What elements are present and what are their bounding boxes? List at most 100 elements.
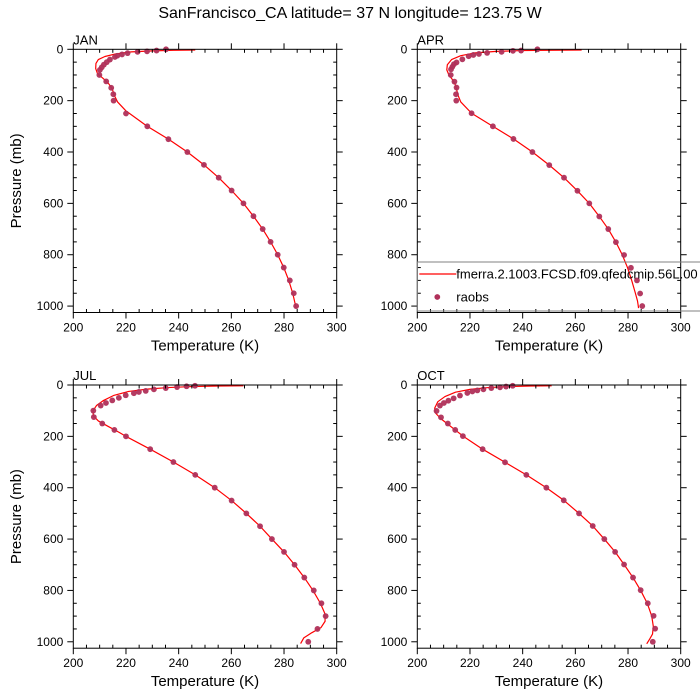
raobs-point (322, 613, 329, 620)
raobs-point (111, 427, 118, 433)
y-tick-label: 1000 (381, 299, 408, 313)
raobs-point (474, 387, 481, 394)
raobs-point (502, 459, 508, 466)
raobs-point (447, 72, 454, 78)
raobs-point (165, 136, 172, 143)
raobs-point (444, 420, 451, 427)
raobs-point (269, 536, 275, 542)
raobs-point (314, 626, 321, 632)
panels-container: JAN 200 220 240 260 280 300 0 200 400 600 800 1000 Te… (8, 32, 700, 690)
raobs-point (459, 433, 466, 439)
raobs-point (286, 277, 293, 284)
raobs-point (123, 433, 129, 440)
x-axis-label: Temperature (K) (151, 673, 259, 690)
raobs-point (110, 97, 117, 104)
raobs-point (103, 400, 109, 406)
legend: fmerra.2.1003.FCSD.f09.qfedcmip.56L.00 ra… (416, 261, 700, 312)
raobs-point (90, 414, 97, 420)
raobs-point (453, 84, 460, 91)
raobs-point (438, 414, 444, 421)
raobs-point (201, 161, 207, 168)
raobs-point (96, 72, 103, 78)
y-tick-label: 1000 (37, 635, 64, 649)
x-tick-label: 280 (274, 656, 294, 670)
raobs-point (476, 51, 482, 57)
x-tick-label: 280 (274, 321, 294, 335)
x-tick-label: 200 (407, 656, 427, 670)
raobs-point (546, 162, 553, 169)
y-axis-label: Pressure (mb) (8, 469, 25, 564)
raobs-point (97, 66, 103, 73)
raobs-point (523, 471, 530, 478)
raobs-point (639, 303, 646, 309)
raobs-point (649, 638, 656, 645)
legend-marker-swatch (434, 294, 441, 300)
raobs-point (240, 200, 247, 207)
x-tick-label: 260 (221, 656, 241, 670)
raobs-point (293, 303, 300, 309)
raobs-point (109, 397, 116, 404)
y-tick-label: 1000 (37, 299, 64, 313)
raobs-point (153, 47, 160, 54)
raobs-point (459, 56, 466, 63)
raobs-point (451, 78, 458, 85)
raobs-point (510, 136, 517, 142)
raobs-point (621, 252, 627, 258)
x-tick-label: 300 (671, 321, 691, 335)
x-tick-label: 260 (565, 656, 585, 670)
raobs-point (612, 549, 619, 555)
raobs-point (484, 49, 491, 56)
y-tick-label: 600 (387, 532, 407, 546)
raobs-point (119, 51, 125, 58)
raobs-point (560, 497, 567, 504)
raobs-point (124, 50, 131, 57)
raobs-point (215, 174, 222, 181)
y-tick-label: 600 (43, 532, 63, 546)
y-tick-label: 0 (401, 378, 408, 392)
raobs-point (450, 395, 457, 402)
y-tick-label: 600 (387, 196, 407, 210)
y-tick-label: 800 (43, 583, 63, 597)
y-tick-label: 400 (43, 481, 63, 495)
raobs-point (267, 238, 274, 245)
raobs-point (257, 523, 263, 530)
x-tick-label: 240 (169, 656, 189, 670)
raobs-point (122, 392, 129, 399)
raobs-point (621, 561, 627, 568)
y-tick-label: 800 (43, 248, 63, 262)
raobs-point (637, 290, 644, 297)
y-tick-label: 400 (387, 145, 407, 159)
raobs-point (453, 91, 459, 98)
legend-frame (416, 261, 700, 312)
x-tick-label: 220 (116, 656, 136, 670)
raobs-point (650, 612, 657, 619)
panel-oct: OCT 200 220 240 260 280 300 0 200 400 600 800 1000 Te… (381, 368, 691, 690)
raobs-point (605, 226, 612, 232)
raobs-point (453, 97, 460, 104)
raobs-point (589, 523, 596, 529)
raobs-point (110, 91, 117, 98)
raobs-point (480, 386, 487, 393)
y-tick-label: 400 (43, 145, 63, 159)
raobs-point (644, 600, 651, 607)
raobs-point (259, 226, 266, 232)
raobs-point (437, 402, 443, 409)
raobs-point (301, 574, 308, 581)
x-tick-label: 240 (513, 321, 533, 335)
raobs-point (147, 446, 154, 453)
raobs-point (596, 213, 603, 220)
raobs-point (142, 388, 149, 394)
x-tick-label: 240 (513, 656, 533, 670)
raobs-point (103, 78, 110, 85)
raobs-point (305, 638, 312, 645)
raobs-point (310, 587, 317, 594)
panel-label: APR (417, 32, 444, 47)
raobs-point (274, 251, 281, 258)
raobs-point (192, 471, 199, 478)
x-tick-label: 260 (221, 321, 241, 335)
raobs-point (281, 549, 287, 555)
y-tick-label: 800 (387, 583, 407, 597)
raobs-point (470, 52, 477, 58)
panel-jan: JAN 200 220 240 260 280 300 0 200 400 600 800 1000 Te… (8, 32, 347, 354)
